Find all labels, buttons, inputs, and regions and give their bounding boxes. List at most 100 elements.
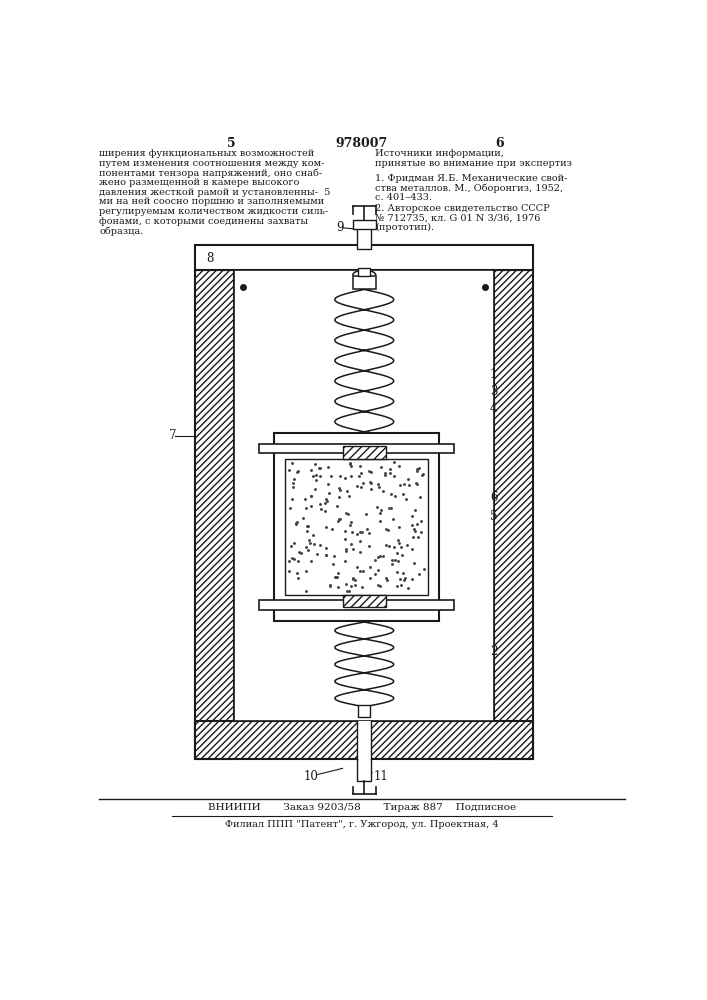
Point — [383, 538, 395, 554]
Point — [382, 522, 393, 538]
Point — [305, 462, 317, 478]
Bar — [357, 227, 371, 249]
Point — [373, 476, 384, 492]
Point — [389, 552, 400, 568]
Point — [287, 475, 298, 491]
Point — [407, 529, 419, 545]
Point — [334, 468, 346, 484]
Point — [320, 547, 332, 563]
Point — [381, 570, 392, 586]
Point — [293, 570, 304, 586]
Text: 2. Авторское свидетельство СССР: 2. Авторское свидетельство СССР — [375, 204, 550, 213]
Point — [349, 572, 361, 588]
Point — [339, 531, 351, 547]
Point — [346, 468, 357, 484]
Point — [332, 513, 343, 529]
Point — [381, 572, 392, 588]
Point — [374, 513, 385, 529]
Point — [344, 455, 356, 471]
Point — [396, 547, 407, 563]
Point — [292, 565, 303, 581]
Point — [416, 467, 427, 483]
Point — [341, 483, 352, 499]
Point — [326, 521, 337, 537]
Point — [411, 476, 423, 492]
Point — [411, 475, 422, 491]
Point — [297, 510, 308, 526]
Point — [396, 539, 407, 555]
Point — [392, 564, 403, 580]
Point — [300, 539, 312, 555]
Text: 8: 8 — [206, 252, 214, 265]
Point — [356, 524, 368, 540]
Point — [293, 463, 304, 479]
Point — [384, 461, 395, 477]
Point — [296, 545, 307, 561]
Point — [407, 571, 418, 587]
Point — [291, 516, 302, 532]
Point — [354, 458, 366, 474]
Point — [371, 499, 382, 515]
Point — [305, 488, 317, 504]
Point — [366, 475, 377, 491]
Point — [411, 463, 422, 479]
Point — [380, 521, 392, 537]
Point — [361, 521, 373, 537]
Point — [331, 569, 342, 585]
Point — [299, 491, 310, 507]
Point — [356, 465, 367, 481]
Point — [345, 458, 356, 474]
Bar — [353, 276, 376, 289]
Point — [393, 458, 404, 474]
Point — [376, 459, 387, 475]
Point — [398, 572, 409, 588]
Text: № 712735, кл. G 01 N 3/36, 1976: № 712735, кл. G 01 N 3/36, 1976 — [375, 214, 540, 223]
Point — [354, 563, 366, 579]
Point — [380, 467, 391, 483]
Point — [288, 551, 300, 567]
Text: 9: 9 — [337, 221, 344, 234]
Point — [411, 461, 423, 477]
Point — [291, 514, 303, 530]
Point — [375, 548, 386, 564]
Point — [394, 535, 405, 551]
Point — [308, 468, 319, 484]
Point — [346, 578, 357, 594]
Point — [286, 550, 298, 566]
Point — [407, 508, 418, 524]
Bar — [195, 270, 234, 759]
Bar — [274, 433, 438, 620]
Text: (прототип).: (прототип). — [375, 223, 434, 232]
Text: 3: 3 — [490, 385, 497, 398]
Point — [391, 578, 402, 594]
Point — [418, 561, 429, 577]
Point — [395, 571, 406, 587]
Point — [354, 544, 366, 560]
Text: с. 401–433.: с. 401–433. — [375, 193, 432, 202]
Text: 6: 6 — [495, 137, 503, 150]
Point — [309, 456, 320, 472]
Point — [402, 537, 413, 553]
Point — [346, 514, 357, 530]
Bar — [343, 595, 385, 607]
Text: 4: 4 — [490, 402, 497, 415]
Point — [332, 565, 344, 581]
Point — [334, 511, 345, 527]
Point — [320, 495, 331, 511]
Point — [402, 580, 414, 596]
Point — [365, 559, 376, 575]
Point — [372, 549, 383, 565]
Point — [303, 532, 315, 548]
Bar — [274, 433, 438, 620]
Point — [312, 546, 323, 562]
Point — [325, 577, 336, 593]
Point — [397, 565, 409, 581]
Point — [315, 537, 326, 553]
Point — [286, 538, 297, 554]
Point — [378, 483, 389, 499]
Point — [412, 529, 423, 545]
Point — [333, 489, 344, 505]
Text: ства металлов. М., Оборонгиз, 1952,: ства металлов. М., Оборонгиз, 1952, — [375, 184, 563, 193]
Point — [335, 511, 346, 527]
Point — [344, 517, 356, 533]
